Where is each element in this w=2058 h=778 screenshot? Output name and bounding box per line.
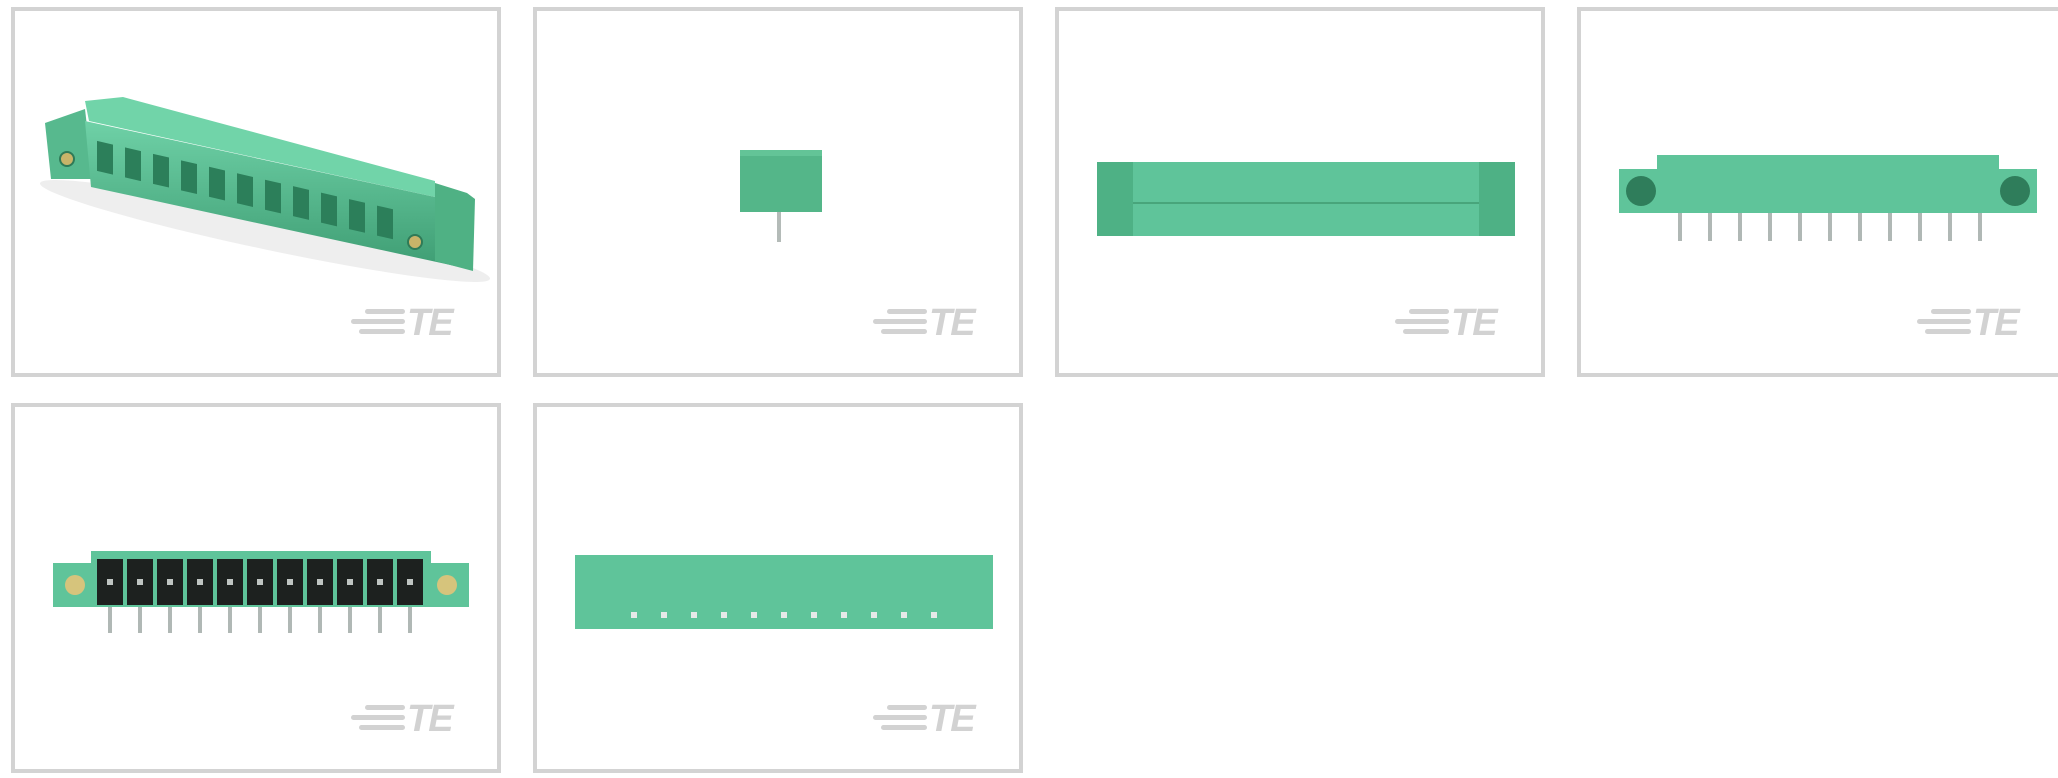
thumbnail-front-view[interactable]: TE bbox=[11, 403, 501, 773]
thumbnail-rear-view[interactable]: TE bbox=[1577, 7, 2058, 377]
connector-side-image bbox=[740, 150, 822, 242]
te-logo-watermark: TE bbox=[351, 698, 461, 740]
connector-isometric-image bbox=[39, 97, 491, 282]
connector-rear-image bbox=[1619, 155, 2037, 241]
connector-bottom-image bbox=[575, 555, 993, 629]
te-logo-watermark: TE bbox=[351, 302, 461, 344]
thumbnail-top-view[interactable]: TE bbox=[1055, 7, 1545, 377]
thumbnail-bottom-view[interactable]: TE bbox=[533, 403, 1023, 773]
connector-front-image bbox=[53, 551, 469, 633]
connector-top-image bbox=[1097, 162, 1515, 236]
te-logo-watermark: TE bbox=[1917, 302, 2027, 344]
te-logo-watermark: TE bbox=[1395, 302, 1505, 344]
thumbnail-isometric-view[interactable]: TE bbox=[11, 7, 501, 377]
te-logo-watermark: TE bbox=[873, 302, 983, 344]
thumbnail-side-view[interactable]: TE bbox=[533, 7, 1023, 377]
te-logo-watermark: TE bbox=[873, 698, 983, 740]
